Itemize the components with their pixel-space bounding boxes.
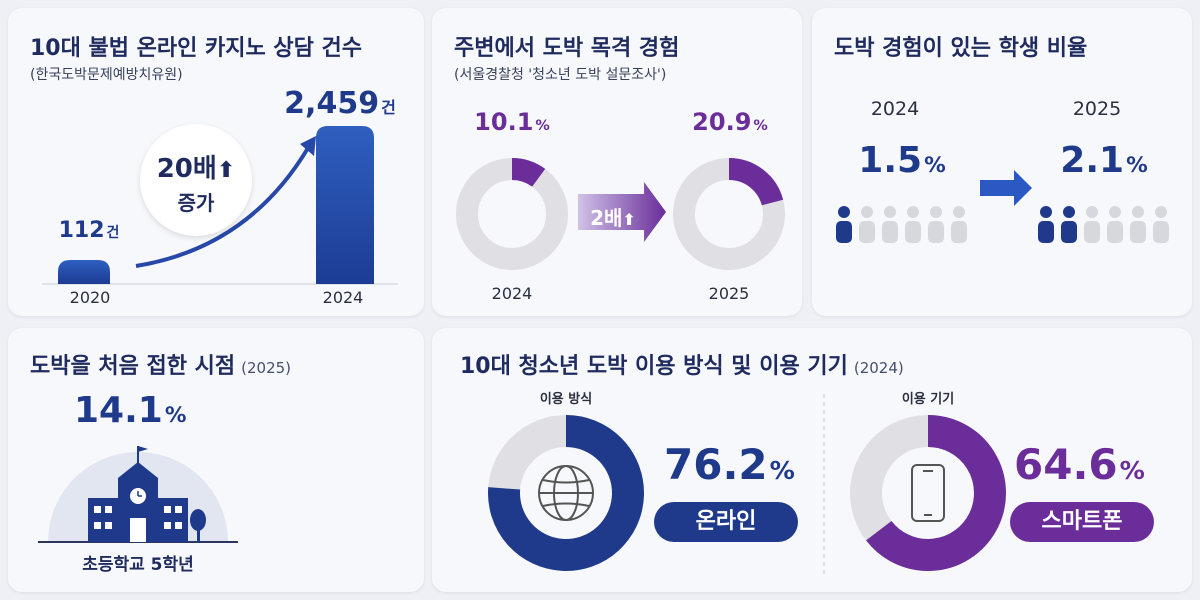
right-pill-smartphone: 스마트폰	[1010, 502, 1154, 542]
student-people-chart	[836, 170, 1169, 243]
person-icon-2024-1-head	[838, 206, 850, 218]
card-witness-experience: 주변에서 도박 목격 경험 (서울경찰청 '청소년 도박 설문조사') 10.1…	[432, 8, 802, 316]
up-arrow-icon: ⬆	[216, 158, 236, 183]
globe-icon	[538, 465, 594, 521]
person-icon-2025-4-body	[1107, 221, 1123, 243]
bar-2020	[58, 260, 110, 284]
value-label-2025: 20.9%	[692, 108, 768, 136]
first-exposure-value: 14.1%	[74, 390, 187, 431]
witness-donut-charts	[456, 158, 785, 270]
value-label-2024: 2,459 건	[284, 86, 396, 121]
card-first-exposure: 도박을 처음 접한 시점 (2025) 14.1% 초등학교 5학년	[8, 328, 424, 592]
year-2025: 2025	[1072, 98, 1122, 120]
right-chart-label: 이용 기기	[901, 392, 955, 407]
person-icon-2025-5-head	[1132, 206, 1144, 218]
person-icon-2025-3-body	[1084, 221, 1100, 243]
person-icon-2025-6-head	[1155, 206, 1167, 218]
donut-2024-track	[456, 158, 568, 270]
first-exposure-caption: 초등학교 5학년	[82, 555, 194, 575]
donut-2025-slice	[728, 158, 784, 206]
badge-text: 증가	[177, 191, 215, 215]
right-value: 64.6%	[1014, 440, 1145, 489]
value-label-2024: 1.5%	[858, 140, 946, 181]
donut-2024-slice	[511, 158, 546, 187]
card5-title: 10대 청소년 도박 이용 방식 및 이용 기기 (2024)	[460, 354, 904, 379]
left-value: 76.2%	[664, 440, 795, 489]
value-label-2024: 10.1%	[474, 108, 550, 136]
person-icon-2024-5-head	[930, 206, 942, 218]
smartphone-icon	[911, 464, 945, 522]
person-icon-2025-6-body	[1153, 221, 1169, 243]
x-tick-2024: 2024	[322, 288, 364, 307]
value-label-2025: 2.1%	[1060, 140, 1148, 181]
person-icon-2024-5-body	[928, 221, 944, 243]
consultation-bar-chart	[42, 126, 398, 285]
card2-source: (서울경찰청 '청소년 도박 설문조사')	[454, 67, 667, 83]
card-usage-method-device: 10대 청소년 도박 이용 방식 및 이용 기기 (2024) 이용 방식 이용 …	[432, 328, 1192, 592]
donut-usage-method-slice	[488, 415, 644, 571]
usage-donut-charts	[488, 394, 1006, 578]
value-label-2020: 112 건	[58, 218, 120, 243]
person-icon-2024-4-body	[905, 221, 921, 243]
person-icon-2025-2-head	[1063, 206, 1075, 218]
multiplier-label: 2배⬆	[590, 206, 636, 230]
comparison-arrow	[980, 170, 1032, 206]
donut-usage-device-slice	[866, 415, 1006, 571]
badge-20x: 20배⬆ 증가	[140, 124, 252, 236]
multiplier-arrow	[578, 182, 666, 242]
school-building-icon	[38, 446, 238, 543]
person-icon-2025-2-body	[1061, 221, 1077, 243]
badge-value: 20배	[156, 154, 217, 184]
person-icon-2024-1-body	[836, 221, 852, 243]
person-icon-2025-5-body	[1130, 221, 1146, 243]
left-pill-online: 온라인	[654, 502, 798, 542]
card4-title: 도박을 처음 접한 시점 (2025)	[30, 354, 292, 379]
card-gambling-consultations: 10대 불법 온라인 카지노 상담 건수 (한국도박문제예방치유원) 20배⬆ …	[8, 8, 424, 316]
bar-2024	[316, 126, 374, 284]
person-icon-2024-4-head	[907, 206, 919, 218]
person-icon-2024-6-body	[951, 221, 967, 243]
person-icon-2024-6-head	[953, 206, 965, 218]
card1-title: 10대 불법 온라인 카지노 상담 건수	[30, 36, 363, 61]
card2-title: 주변에서 도박 목격 경험	[454, 36, 680, 61]
person-icon-2025-1-head	[1040, 206, 1052, 218]
growth-arrow-head	[300, 136, 316, 156]
card3-title: 도박 경험이 있는 학생 비율	[834, 36, 1088, 61]
person-icon-2024-2-body	[859, 221, 875, 243]
x-tick-2020: 2020	[69, 288, 111, 307]
year-2024: 2024	[870, 98, 920, 120]
person-icon-2025-4-head	[1109, 206, 1121, 218]
x-tick-2024: 2024	[491, 284, 533, 303]
person-icon-2025-1-body	[1038, 221, 1054, 243]
person-icon-2024-3-body	[882, 221, 898, 243]
growth-arrow	[135, 146, 310, 268]
card-student-gambling-rate: 도박 경험이 있는 학생 비율 2024 2025 1.5% 2.1%	[812, 8, 1192, 316]
card1-source: (한국도박문제예방치유원)	[30, 67, 183, 83]
x-tick-2025: 2025	[708, 284, 750, 303]
person-icon-2025-3-head	[1086, 206, 1098, 218]
person-icon-2024-3-head	[884, 206, 896, 218]
person-icon-2024-2-head	[861, 206, 873, 218]
left-chart-label: 이용 방식	[539, 392, 593, 407]
